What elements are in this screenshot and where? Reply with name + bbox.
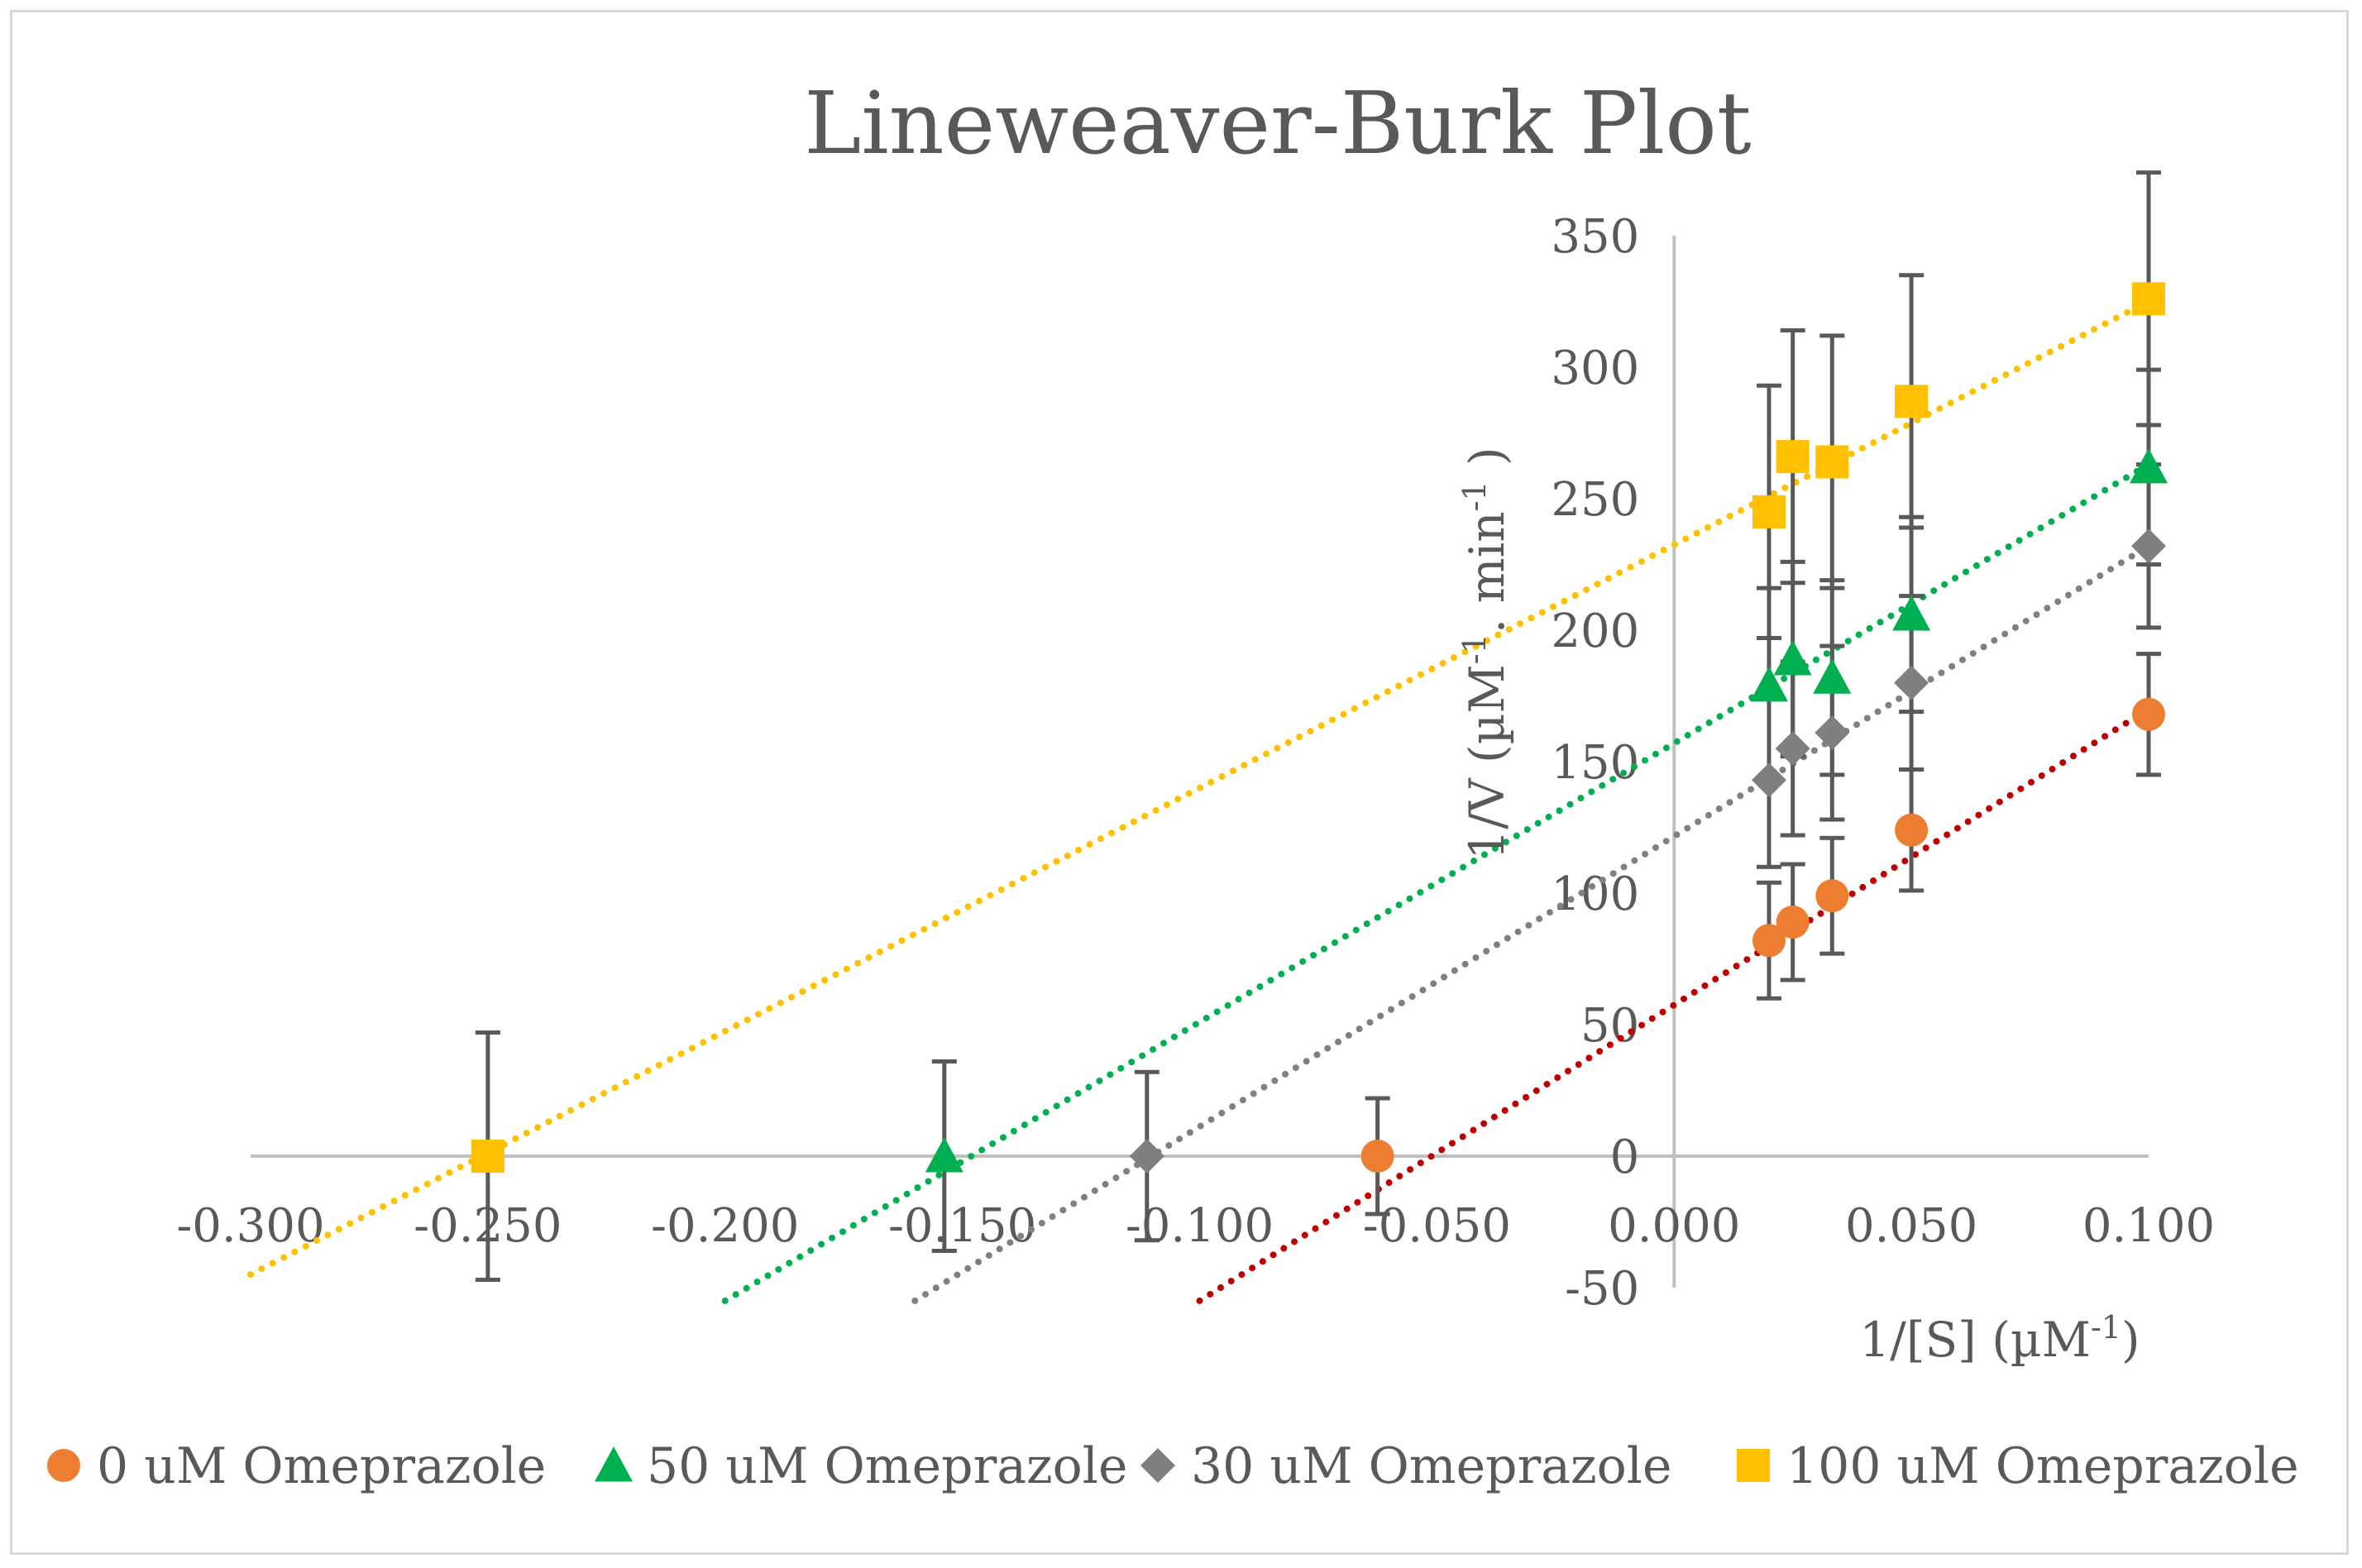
data-point-50-um-omeprazole <box>925 1137 963 1173</box>
y-axis-title: 1/V (µM-1. min-1 ) <box>1456 447 1515 859</box>
data-point-0-um-omeprazole <box>1815 879 1849 913</box>
y-tick-label: -50 <box>1565 1262 1639 1316</box>
legend-item-100-um-omeprazole: 100 uM Omeprazole <box>1737 1437 2299 1495</box>
x-tick-label: 0.100 <box>2082 1199 2215 1253</box>
trendlines <box>247 298 2152 1304</box>
y-tick-label: 100 <box>1551 868 1639 921</box>
legend-label: 50 uM Omeprazole <box>647 1437 1127 1495</box>
data-point-100-um-omeprazole <box>1776 440 1810 474</box>
x-tick-label: 0.050 <box>1845 1199 1977 1253</box>
data-point-100-um-omeprazole <box>2132 282 2165 316</box>
data-point-100-um-omeprazole <box>1815 445 1849 479</box>
data-point-0-um-omeprazole <box>1895 813 1929 847</box>
legend-marker <box>47 1449 80 1482</box>
trendline-50-um-omeprazole <box>721 461 2152 1304</box>
data-point-50-um-omeprazole <box>1773 639 1812 676</box>
data-point-30-um-omeprazole <box>1752 762 1786 798</box>
data-point-50-um-omeprazole <box>2130 447 2168 484</box>
legend-item-0-um-omeprazole: 0 uM Omeprazole <box>47 1437 546 1495</box>
y-tick-label: 0 <box>1610 1131 1640 1184</box>
data-point-30-um-omeprazole <box>1894 665 1929 700</box>
y-tick-label: 200 <box>1551 605 1639 658</box>
data-markers <box>471 282 2168 1174</box>
x-tick-label: -0.050 <box>1363 1199 1511 1253</box>
legend-label: 0 uM Omeprazole <box>97 1437 546 1495</box>
data-point-0-um-omeprazole <box>2132 697 2165 731</box>
legend: 0 uM Omeprazole 50 uM Omeprazole 30 uM Ome… <box>47 1437 2299 1495</box>
y-tick-label: 350 <box>1551 210 1639 264</box>
x-tick-label: 0.000 <box>1608 1199 1740 1253</box>
data-point-30-um-omeprazole <box>1129 1139 1164 1174</box>
legend-marker <box>1140 1448 1175 1483</box>
y-tick-label: 300 <box>1551 342 1639 395</box>
x-tick-label: -0.300 <box>176 1199 324 1253</box>
trendline-30-um-omeprazole <box>911 543 2152 1304</box>
legend-item-30-um-omeprazole: 30 uM Omeprazole <box>1140 1437 1671 1495</box>
legend-item-50-um-omeprazole: 50 uM Omeprazole <box>595 1437 1127 1495</box>
data-point-100-um-omeprazole <box>1752 495 1786 528</box>
data-point-50-um-omeprazole <box>1892 595 1931 631</box>
data-point-100-um-omeprazole <box>1895 385 1929 418</box>
axes <box>251 236 2149 1288</box>
trendline-100-um-omeprazole <box>247 298 2152 1279</box>
data-point-50-um-omeprazole <box>1750 666 1788 702</box>
data-point-30-um-omeprazole <box>1815 715 1850 751</box>
chart-title: Lineweaver-Burk Plot <box>804 73 1751 174</box>
data-point-30-um-omeprazole <box>1775 731 1810 767</box>
data-point-0-um-omeprazole <box>1776 905 1810 939</box>
x-tick-label: -0.100 <box>1126 1199 1274 1253</box>
legend-label: 30 uM Omeprazole <box>1191 1437 1671 1495</box>
error-bars <box>475 170 2161 1282</box>
x-tick-labels: -0.300 -0.250 -0.200 -0.150 -0.100 -0.050 0.00… <box>176 1199 2215 1253</box>
x-tick-label: -0.200 <box>651 1199 799 1253</box>
data-point-50-um-omeprazole <box>1813 658 1852 694</box>
trendline-0-um-omeprazole <box>1196 705 2152 1304</box>
chart-frame <box>10 10 2349 1555</box>
y-tick-label: 150 <box>1551 736 1639 790</box>
x-tick-label: -0.150 <box>888 1199 1036 1253</box>
y-tick-label: 250 <box>1551 473 1639 527</box>
data-point-100-um-omeprazole <box>471 1140 504 1173</box>
data-point-0-um-omeprazole <box>1752 924 1786 958</box>
legend-label: 100 uM Omeprazole <box>1786 1437 2299 1495</box>
data-point-30-um-omeprazole <box>2131 528 2166 564</box>
data-point-0-um-omeprazole <box>1360 1140 1394 1173</box>
legend-marker <box>1737 1449 1770 1482</box>
legend-marker <box>595 1446 633 1482</box>
x-axis-title: 1/[S] (µM-1) <box>1859 1309 2140 1368</box>
